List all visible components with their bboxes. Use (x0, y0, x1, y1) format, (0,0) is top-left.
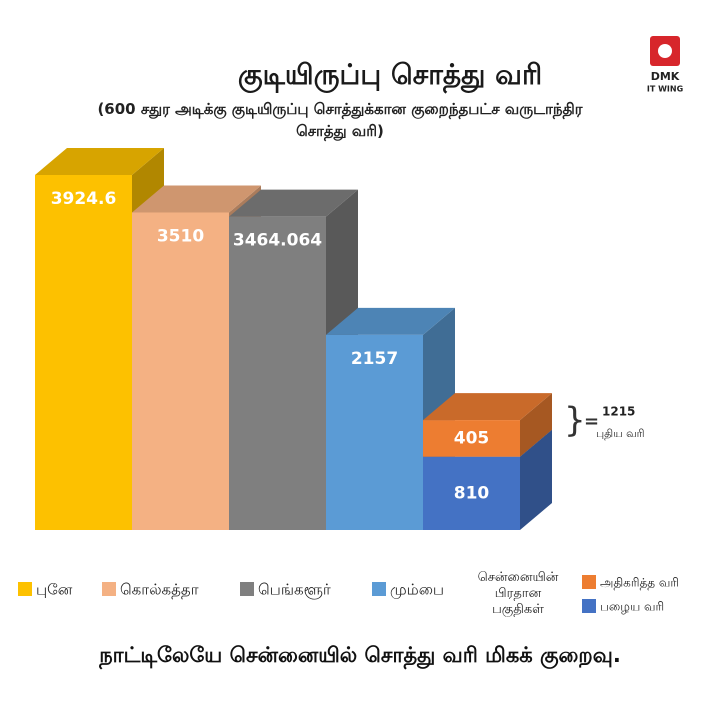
value-label: 3510 (157, 227, 204, 247)
legend-swatch (18, 582, 32, 596)
legend-label: அதிகரித்த வரி (600, 576, 679, 590)
value-label: 3924.6 (51, 189, 117, 209)
legend-label: புனே (36, 581, 73, 599)
logo: DMK IT WING (647, 36, 683, 94)
value-label: 3464.064 (233, 231, 322, 251)
chart-subtitle: (600 சதுர அடிக்கு குடியிருப்பு சொத்துக்க… (97, 100, 583, 140)
legend-label: பெங்களூர் (258, 581, 331, 600)
bar (423, 420, 520, 457)
brace: } (564, 401, 586, 441)
legend-label: மும்பை (390, 581, 444, 599)
logo-subtext: IT WING (647, 85, 683, 94)
legend-swatch (372, 582, 386, 596)
bar (423, 456, 520, 530)
footer-text: நாட்டிலேயே சென்னையில் சொத்து வரி மிகக் க… (99, 643, 621, 667)
bar (326, 334, 423, 530)
bar (35, 175, 132, 530)
bar-top (35, 148, 164, 175)
logo-emblem-center (658, 44, 672, 58)
value-label: 2157 (351, 349, 398, 369)
bar-top (423, 393, 552, 421)
legend-swatch (582, 599, 596, 613)
bar-top (326, 307, 455, 335)
annotation-value: 1215 (602, 405, 635, 419)
bar (132, 212, 229, 530)
logo-text: DMK (651, 70, 680, 83)
annotation-sign: = (584, 411, 599, 432)
bar-top (132, 185, 261, 213)
annotation-label: புதிய வரி (596, 427, 645, 440)
bar (229, 216, 326, 530)
legend-label: சென்னையின் பிரதான பகுதிகள் (477, 570, 559, 617)
legend-label: கொல்கத்தா (120, 581, 199, 599)
legend-swatch (240, 582, 254, 596)
value-label: 405 (454, 428, 490, 448)
bar-top (229, 189, 358, 217)
legend-swatch (102, 582, 116, 596)
chart-title: குடியிருப்பு சொத்து வரி (237, 58, 543, 91)
value-label: 810 (454, 483, 490, 503)
bar-side (520, 429, 552, 530)
legend-swatch (582, 575, 596, 589)
legend-label: பழைய வரி (600, 600, 664, 614)
bar-side (520, 393, 552, 457)
